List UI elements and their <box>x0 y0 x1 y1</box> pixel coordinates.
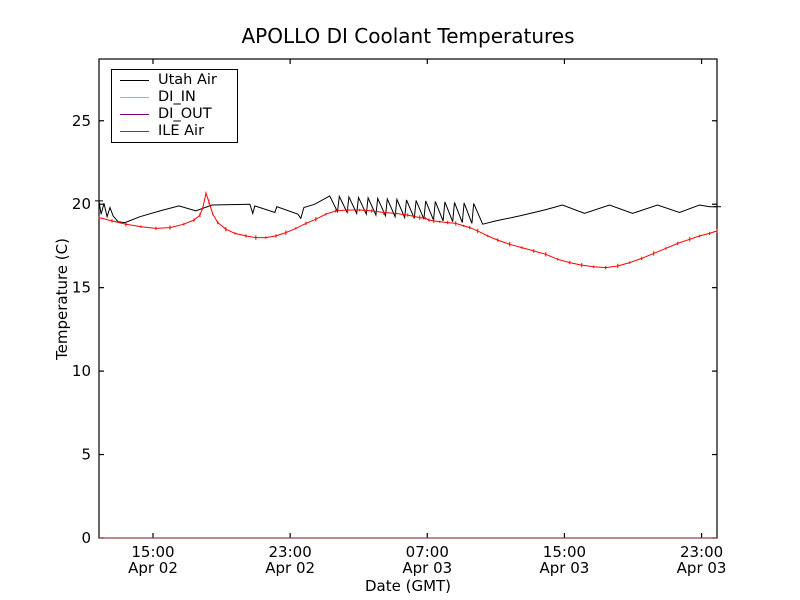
legend-row-utah-air: Utah Air <box>112 72 237 89</box>
y-axis-tick-label: 20 <box>72 195 91 213</box>
y-axis-tick-label: 10 <box>72 362 91 380</box>
x-axis-tick-label-date: Apr 02 <box>128 559 178 577</box>
x-axis-tick-label-time: 23:00 <box>680 543 723 561</box>
series-line-utah-air <box>98 194 717 225</box>
legend: Utah Air DI_IN DI_OUT ILE Air <box>111 69 238 143</box>
legend-swatch-di-in <box>120 97 149 98</box>
x-axis-tick-label-time: 15:00 <box>543 543 586 561</box>
legend-swatch-di-out <box>120 114 149 115</box>
y-axis-tick-label: 15 <box>72 279 91 297</box>
x-axis-tick-label-time: 23:00 <box>269 543 312 561</box>
legend-label-utah-air: Utah Air <box>158 72 217 88</box>
legend-label-ile-air: ILE Air <box>158 123 205 139</box>
y-axis-tick-label: 5 <box>81 446 91 464</box>
legend-row-ile-air: ILE Air <box>112 123 237 140</box>
x-axis-tick-label-time: 15:00 <box>131 543 174 561</box>
x-axis-tick-label-date: Apr 03 <box>402 559 452 577</box>
x-axis-tick-label-time: 07:00 <box>406 543 449 561</box>
legend-swatch-utah-air <box>120 80 149 81</box>
legend-label-di-in: DI_IN <box>158 89 196 105</box>
legend-row-di-out: DI_OUT <box>112 106 237 123</box>
x-axis-tick-label-date: Apr 03 <box>540 559 590 577</box>
y-axis-tick-label: 0 <box>81 529 91 547</box>
y-axis-label: Temperature (C) <box>53 238 71 360</box>
y-axis-tick-label: 25 <box>72 112 91 130</box>
x-axis-label: Date (GMT) <box>364 577 452 595</box>
legend-swatch-ile-air <box>120 131 149 132</box>
x-axis-tick-label-date: Apr 03 <box>677 559 727 577</box>
legend-label-di-out: DI_OUT <box>158 106 212 122</box>
chart-title: APOLLO DI Coolant Temperatures <box>241 24 575 48</box>
legend-row-di-in: DI_IN <box>112 89 237 106</box>
x-axis-tick-label-date: Apr 02 <box>265 559 315 577</box>
